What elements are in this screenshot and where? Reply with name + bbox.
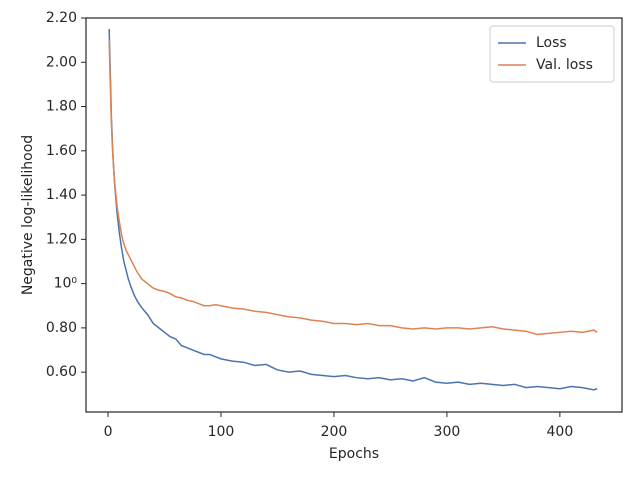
y-tick-label: 1.40 (46, 187, 77, 203)
legend: Loss Val. loss (489, 25, 615, 83)
legend-box (489, 25, 615, 83)
y-axis-label: Negative log-likelihood (20, 135, 36, 295)
y-tick-label: 10⁰ (54, 276, 78, 292)
y-tick-label: 1.60 (46, 143, 77, 159)
x-tick-label: 200 (321, 424, 348, 440)
x-tick-label: 100 (208, 424, 235, 440)
plot-frame (85, 17, 623, 413)
legend-label: Val. loss (536, 57, 593, 73)
series-line (108, 40, 598, 336)
series-line (108, 29, 598, 391)
x-tick-label: 0 (104, 424, 113, 440)
y-tick-label: 1.80 (46, 99, 77, 115)
y-tick-label: 1.20 (46, 231, 77, 247)
y-tick-label: 2.20 (46, 10, 77, 26)
y-tick-label: 0.80 (46, 320, 77, 336)
x-tick-label: 300 (434, 424, 461, 440)
x-axis-label: Epochs (329, 446, 379, 462)
y-tick-label: 2.00 (46, 54, 77, 70)
legend-label: Loss (536, 35, 567, 51)
y-tick-label: 0.60 (46, 364, 77, 380)
x-tick-label: 400 (547, 424, 574, 440)
